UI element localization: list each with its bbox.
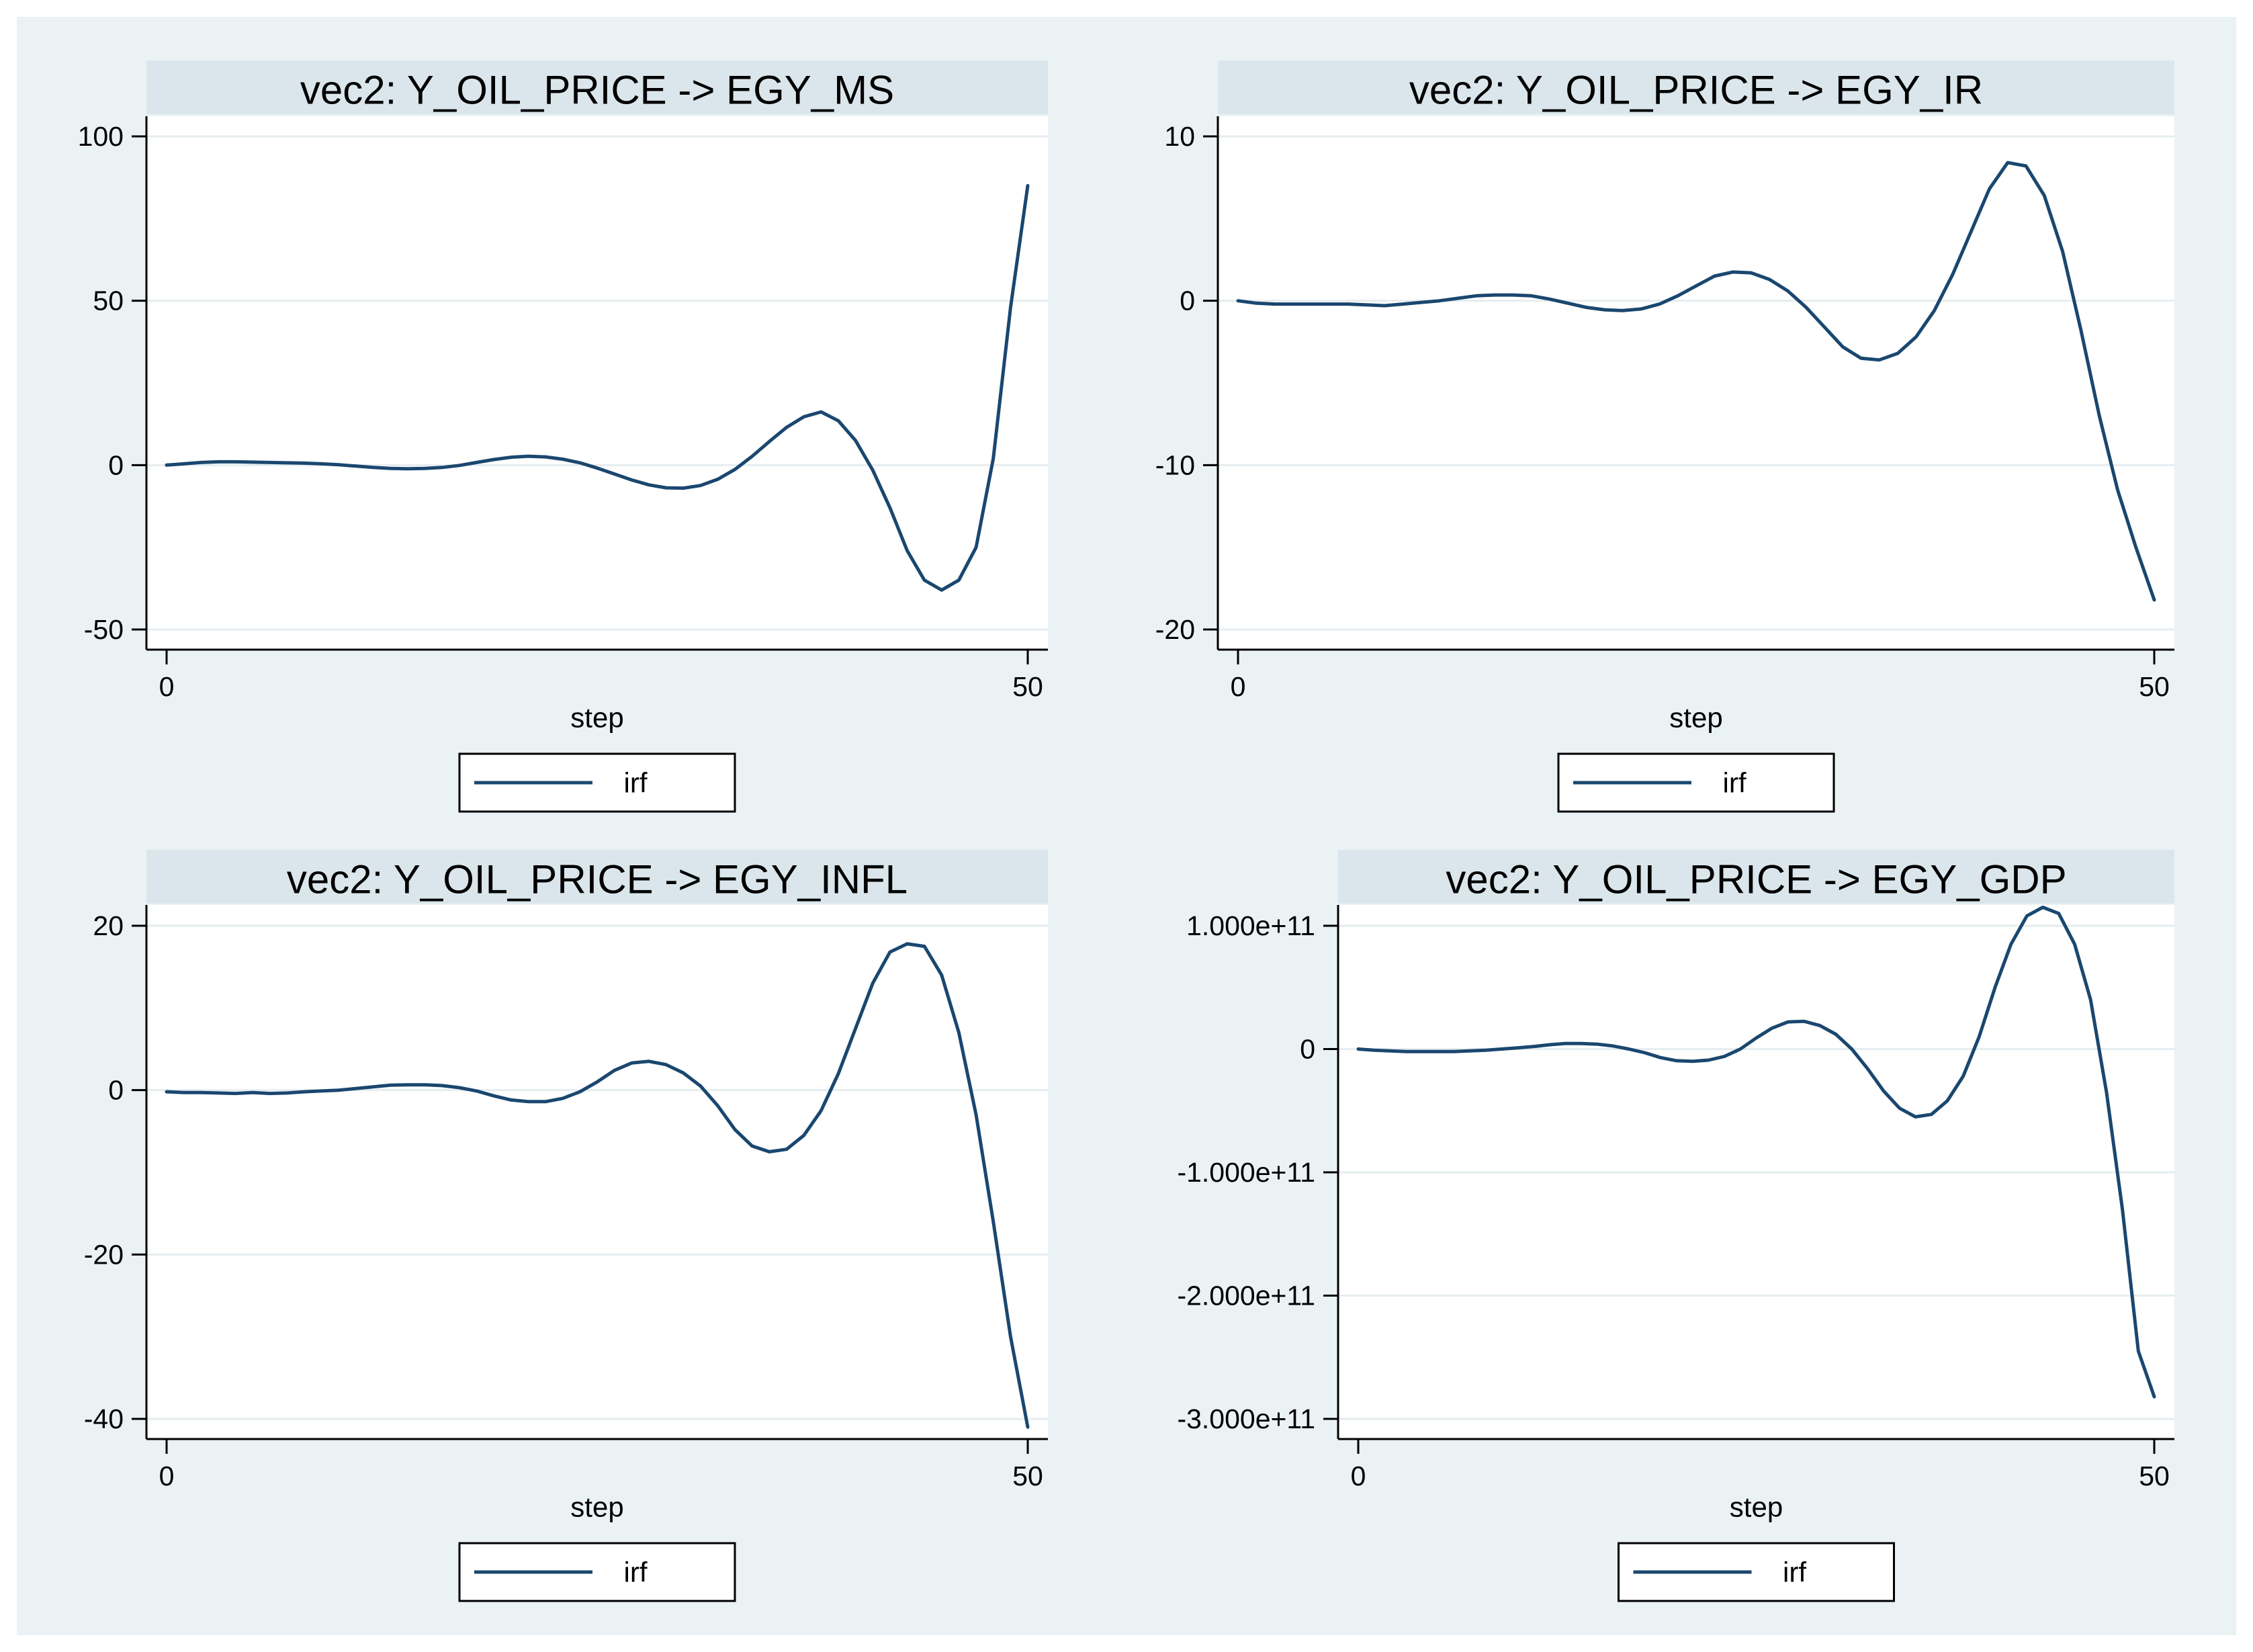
y-tick-label: 0 — [1180, 286, 1195, 316]
panel-title-band — [146, 850, 1048, 904]
irf-panel-egy_ir: vec2: Y_OIL_PRICE -> EGY_IR 10 0 -10 -20 0 50 s… — [1155, 60, 2174, 813]
irf-curve — [1236, 161, 2156, 602]
legend-label: irf — [1783, 1557, 1806, 1588]
panel-title: vec2: Y_OIL_PRICE -> EGY_IR — [1409, 68, 1983, 113]
irf-panel-egy_gdp: vec2: Y_OIL_PRICE -> EGY_GDP 1.000e+11 0 -1… — [1177, 850, 2174, 1602]
panel-title-band — [146, 60, 1048, 114]
y-tick-label: -1.000e+11 — [1177, 1157, 1315, 1188]
panel-title: vec2: Y_OIL_PRICE -> EGY_INFL — [287, 857, 908, 902]
x-tick-label: 0 — [1231, 671, 1246, 702]
x-tick-label: 0 — [159, 671, 175, 702]
y-tick-label: -20 — [84, 1239, 124, 1270]
irf-panel-egy_ms: vec2: Y_OIL_PRICE -> EGY_MS 100 50 0 -50 0 50 s… — [78, 60, 1048, 813]
y-tick-label: -3.000e+11 — [1177, 1403, 1315, 1434]
irf-curve — [1356, 906, 2156, 1399]
y-tick-label: -2.000e+11 — [1177, 1280, 1315, 1311]
x-tick-label: 0 — [1351, 1461, 1366, 1491]
legend-label: irf — [624, 1557, 648, 1588]
x-axis-title: step — [570, 702, 623, 734]
y-tick-label: 0 — [1300, 1034, 1315, 1065]
plot-area — [146, 905, 1048, 1439]
y-tick-label: -40 — [84, 1403, 124, 1434]
x-axis-title: step — [570, 1491, 623, 1523]
y-tick-label: 0 — [108, 449, 124, 480]
x-tick-label: 50 — [1012, 671, 1043, 702]
panel-title: vec2: Y_OIL_PRICE -> EGY_GDP — [1446, 857, 2066, 902]
y-tick-label: 20 — [93, 910, 124, 941]
panel-title-band — [1218, 60, 2174, 114]
x-tick-label: 50 — [2139, 671, 2170, 702]
legend-label: irf — [1723, 767, 1747, 799]
plot-area — [146, 116, 1048, 650]
panel-title: vec2: Y_OIL_PRICE -> EGY_MS — [300, 68, 894, 113]
y-tick-label: -50 — [84, 614, 124, 645]
x-axis-title: step — [1669, 702, 1722, 734]
y-tick-label: 50 — [93, 286, 124, 316]
y-tick-label: 100 — [78, 121, 124, 152]
y-tick-label: 0 — [108, 1075, 124, 1106]
y-tick-label: 10 — [1164, 121, 1195, 152]
y-tick-label: 1.000e+11 — [1186, 910, 1315, 941]
y-tick-label: -20 — [1155, 614, 1195, 645]
x-tick-label: 0 — [159, 1461, 175, 1491]
irf-curve — [165, 942, 1030, 1429]
irf-curve — [165, 183, 1030, 592]
x-tick-label: 50 — [1012, 1461, 1043, 1491]
legend-label: irf — [624, 767, 648, 799]
legend-box — [458, 1542, 736, 1602]
irf-panel-egy_infl: vec2: Y_OIL_PRICE -> EGY_INFL 20 0 -20 -40 0 5… — [84, 850, 1048, 1602]
x-axis-title: step — [1730, 1491, 1783, 1523]
y-tick-label: -10 — [1155, 449, 1195, 480]
plot-area — [1218, 116, 2174, 650]
panel-title-band — [1338, 850, 2174, 904]
legend-box — [1618, 1542, 1895, 1602]
x-tick-label: 50 — [2139, 1461, 2170, 1491]
